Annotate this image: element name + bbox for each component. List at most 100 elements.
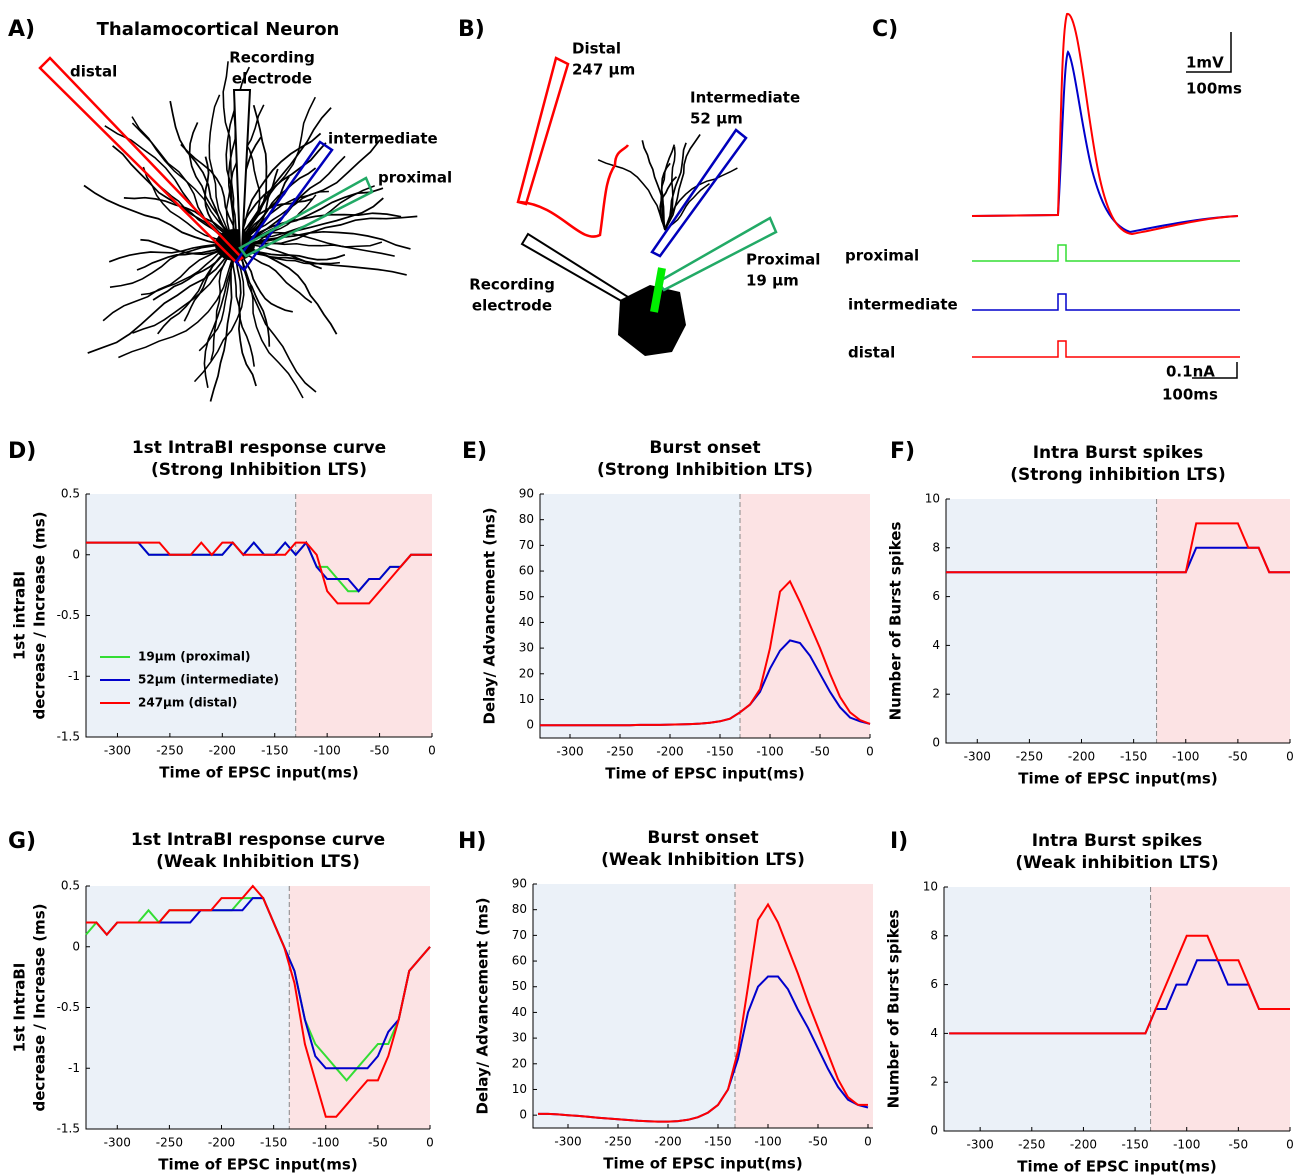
scale-bar <box>1192 362 1238 379</box>
series-line <box>86 884 431 1118</box>
y-tick-label: 60 <box>512 954 527 968</box>
legend-label: 19µm (proximal) <box>138 650 251 664</box>
series-line <box>86 540 432 593</box>
scale-label: 1mV <box>1186 54 1224 72</box>
region-after <box>740 494 870 738</box>
x-tick-label: -50 <box>808 1135 828 1149</box>
axes <box>85 494 432 738</box>
panel-letter: A) <box>8 17 35 42</box>
axes <box>532 884 873 1129</box>
series-line <box>946 522 1290 574</box>
y-axis-label: Number of Burst spikes <box>887 522 905 721</box>
y-tick-label: 4 <box>932 638 940 652</box>
y-tick-label: 10 <box>925 492 940 506</box>
dendrite <box>231 244 256 367</box>
y-axis-label: 1st intraBI <box>11 571 29 660</box>
x-tick-label: -150 <box>1120 750 1147 764</box>
label: Recording <box>229 49 315 67</box>
dendrite <box>234 197 384 246</box>
x-tick-label: -150 <box>260 1136 287 1150</box>
dendrite <box>104 125 236 246</box>
y-tick-label: 10 <box>512 1082 527 1096</box>
y-tick-label: 8 <box>930 928 938 942</box>
y-tick-label: 50 <box>519 589 534 603</box>
dendrite <box>142 166 236 246</box>
y-tick-label: 0 <box>932 736 940 750</box>
series-line <box>540 579 871 727</box>
x-tick-label: -300 <box>104 744 131 758</box>
x-tick-label: -250 <box>1016 750 1043 764</box>
panel-letter: H) <box>458 829 486 854</box>
axes <box>945 499 1290 744</box>
voltage-trace <box>971 13 1239 236</box>
intermediate-electrode <box>650 128 748 258</box>
dendrite <box>193 244 245 383</box>
y-tick-label: 0.5 <box>61 487 80 501</box>
dendrite <box>198 244 236 352</box>
proximal-electrode <box>656 216 778 292</box>
y-tick-label: -0.5 <box>57 1000 80 1014</box>
y-tick-label: 30 <box>512 1031 527 1045</box>
chart-title: Burst onset <box>649 438 760 458</box>
dendrite <box>131 116 236 246</box>
chart-title: (Weak inhibition LTS) <box>1015 853 1218 873</box>
recording-electrode <box>520 232 638 308</box>
y-tick-label: 0 <box>930 1124 938 1138</box>
dendrite <box>234 215 418 246</box>
region-after <box>735 884 873 1128</box>
x-tick-label: -300 <box>964 750 991 764</box>
y-tick-label: 40 <box>519 615 534 629</box>
x-tick-label: -100 <box>312 1136 339 1150</box>
label: intermediate <box>328 130 438 148</box>
x-tick-label: -300 <box>104 1136 131 1150</box>
label: Proximal <box>746 251 820 269</box>
y-tick-label: 0.5 <box>61 879 80 893</box>
x-tick-label: -200 <box>208 1136 235 1150</box>
axes <box>539 494 870 739</box>
x-axis-label: Time of EPSC input(ms) <box>1018 770 1217 788</box>
proximal-segment <box>650 267 666 313</box>
region-after <box>1156 499 1290 743</box>
chart-title: Burst onset <box>647 828 758 848</box>
dendrite <box>664 182 710 231</box>
dendrite <box>102 244 236 322</box>
dendrite <box>664 142 687 231</box>
y-axis-label: 1st IntraBI <box>11 963 29 1053</box>
dendrite <box>87 244 236 354</box>
y-tick-label: -1.5 <box>57 1122 80 1136</box>
axes <box>943 887 1290 1132</box>
x-tick-label: -50 <box>1229 1138 1249 1152</box>
y-axis-label: Number of Burst spikes <box>885 910 903 1109</box>
panel-letter: D) <box>8 439 36 464</box>
x-tick-label: -200 <box>1070 1138 1097 1152</box>
x-tick-label: -100 <box>754 1135 781 1149</box>
current-trace <box>972 293 1240 311</box>
y-tick-label: 80 <box>519 512 534 526</box>
x-tick-label: -150 <box>706 745 733 759</box>
x-tick-label: -300 <box>556 745 583 759</box>
chart-title: (Weak Inhibition LTS) <box>601 850 805 870</box>
dendrite <box>225 104 265 246</box>
x-tick-label: 0 <box>1286 750 1294 764</box>
distal-dendrite <box>519 144 630 238</box>
series-line <box>538 902 868 1123</box>
region-after <box>295 494 432 737</box>
y-axis-label: Delay/ Advancement (ms) <box>474 897 492 1114</box>
panel-letter: I) <box>890 829 908 854</box>
y-tick-label: 70 <box>512 928 527 942</box>
panel-letter: F) <box>890 439 915 464</box>
x-tick-label: 0 <box>426 1136 434 1150</box>
panel-title: Thalamocortical Neuron <box>97 19 340 40</box>
x-tick-label: -200 <box>209 744 236 758</box>
trace-label: proximal <box>845 247 919 265</box>
y-tick-label: 30 <box>519 641 534 655</box>
label: Distal <box>572 40 621 58</box>
dendrite <box>180 143 237 246</box>
region-before <box>86 886 290 1129</box>
x-tick-label: 0 <box>1286 1138 1294 1152</box>
label: electrode <box>472 297 552 315</box>
x-tick-label: -150 <box>261 744 288 758</box>
chart-title: Intra Burst spikes <box>1033 443 1204 463</box>
label: electrode <box>232 70 312 88</box>
label: proximal <box>378 169 452 187</box>
